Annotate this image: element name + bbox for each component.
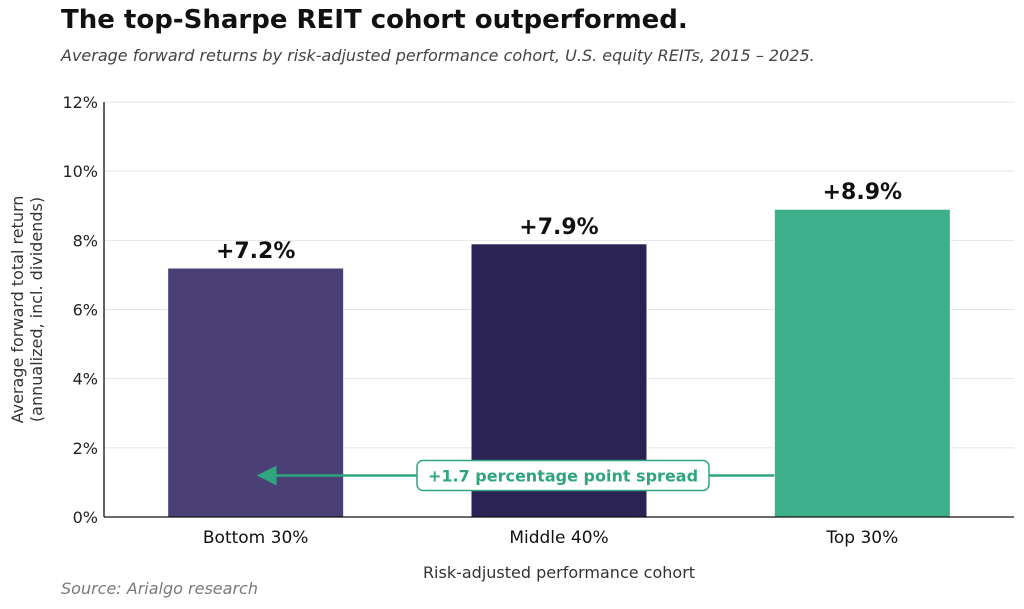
y-axis-title: Average forward total return (annualized,… xyxy=(8,196,46,424)
data-label: +7.9% xyxy=(519,215,598,240)
y-tick-label: 0% xyxy=(73,508,98,527)
y-tick-label: 12% xyxy=(62,93,98,112)
spread-label-box xyxy=(416,459,710,492)
x-category-label: Middle 40% xyxy=(509,528,608,548)
x-category-labels: Bottom 30% Middle 40% Top 30% xyxy=(203,528,898,548)
axes xyxy=(103,102,1014,518)
y-tick-label: 10% xyxy=(62,162,98,181)
source-note: Source: Arialgo research xyxy=(61,579,258,598)
bar xyxy=(773,208,951,518)
y-tick-label: 2% xyxy=(73,439,98,458)
data-label: +7.2% xyxy=(216,239,295,264)
x-category-label: Bottom 30% xyxy=(203,528,309,548)
data-labels: +7.2% +7.9% +8.9% xyxy=(216,180,902,264)
y-axis-title-line: Average forward total return xyxy=(8,196,27,424)
x-axis-title: Risk-adjusted performance cohort xyxy=(423,563,695,582)
chart-title: The top-Sharpe REIT cohort outperformed. xyxy=(61,5,688,35)
y-axis-title-line: (annualized, incl. dividends) xyxy=(27,197,46,422)
y-tick-label: 6% xyxy=(73,301,98,320)
x-category-label: Top 30% xyxy=(825,528,898,548)
data-label: +8.9% xyxy=(823,180,902,205)
y-tick-label: 4% xyxy=(73,370,98,389)
y-tick-label: 8% xyxy=(73,231,98,250)
chart-subtitle: Average forward returns by risk-adjusted… xyxy=(61,46,815,65)
y-tick-labels: 0% 2% 4% 6% 8% 10% 12% xyxy=(62,93,98,527)
bar xyxy=(167,267,345,518)
spread-label: +1.7 percentage point spread xyxy=(428,467,698,486)
spread-annotation: +1.7 percentage point spread xyxy=(256,459,775,492)
